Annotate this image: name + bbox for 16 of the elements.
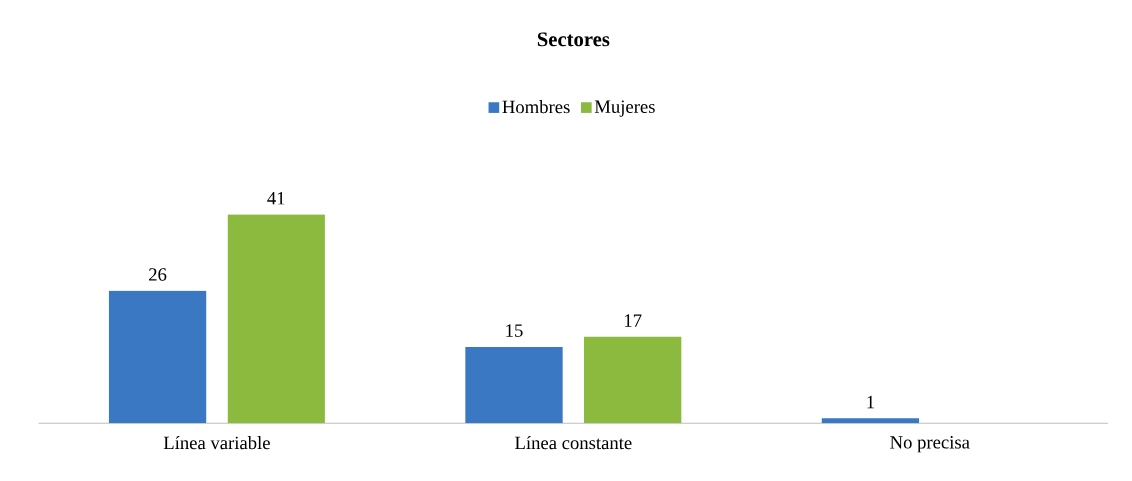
chart-title: Sectores	[537, 32, 610, 47]
x-tick-label: Línea constante	[515, 435, 632, 450]
bar	[584, 336, 682, 424]
legend-label: Hombres	[502, 99, 570, 114]
x-tick-label: Línea variable	[163, 435, 270, 450]
bar	[227, 214, 325, 424]
bar	[108, 290, 207, 424]
data-label: 17	[624, 314, 642, 327]
data-label: 15	[506, 324, 523, 337]
x-tick-label: No precisa	[890, 435, 970, 453]
data-label: 41	[267, 191, 285, 205]
data-label: 26	[149, 268, 167, 281]
legend-label: Mujeres	[594, 100, 655, 117]
data-label: 1	[867, 395, 874, 409]
bar	[821, 418, 920, 424]
bar	[465, 346, 563, 424]
